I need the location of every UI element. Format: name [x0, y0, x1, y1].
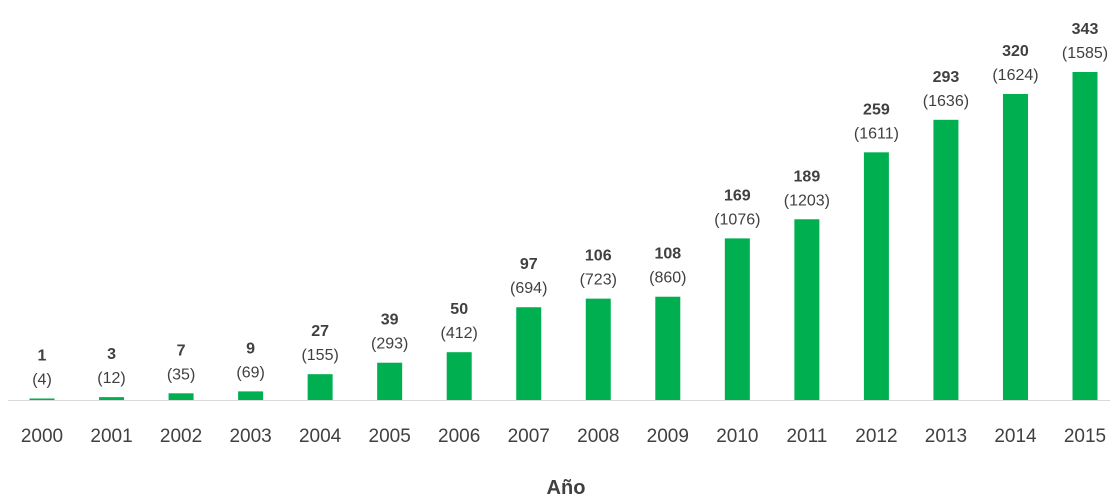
x-axis-title: Año	[547, 477, 586, 499]
count-label-2015: (1585)	[1062, 45, 1108, 62]
count-label-2010: (1076)	[714, 211, 760, 228]
x-tick-label-2002: 2002	[160, 426, 202, 447]
bar-2012	[863, 152, 889, 400]
x-tick-label-2009: 2009	[647, 426, 689, 447]
count-label-2002: (35)	[167, 366, 195, 383]
x-tick-label-2005: 2005	[369, 426, 411, 447]
x-tick-label-2008: 2008	[577, 426, 619, 447]
x-tick-label-2004: 2004	[299, 426, 342, 447]
value-label-2009: 108	[654, 246, 681, 263]
value-label-2003: 9	[246, 340, 255, 357]
value-label-2004: 27	[311, 323, 329, 340]
value-label-2000: 1	[38, 348, 47, 365]
bar-2000	[29, 398, 55, 400]
count-label-2011: (1203)	[784, 192, 830, 209]
value-label-2005: 39	[381, 312, 399, 329]
x-tick-label-2006: 2006	[438, 426, 480, 447]
x-tick-label-2011: 2011	[786, 426, 827, 447]
bar-2001	[99, 397, 125, 400]
value-label-2015: 343	[1072, 21, 1099, 38]
bar-2004	[307, 374, 333, 400]
x-tick-label-2012: 2012	[855, 426, 897, 447]
bar-2010	[724, 238, 750, 400]
x-tick-label-2003: 2003	[229, 426, 271, 447]
value-label-2014: 320	[1002, 43, 1029, 60]
bar-2015	[1072, 72, 1098, 400]
x-tick-label-2000: 2000	[21, 426, 63, 447]
x-tick-label-2001: 2001	[90, 426, 132, 447]
count-label-2000: (4)	[32, 372, 52, 389]
count-label-2006: (412)	[441, 325, 478, 342]
value-label-2007: 97	[520, 256, 538, 273]
x-tick-label-2014: 2014	[994, 426, 1037, 447]
count-label-2008: (723)	[580, 272, 617, 289]
bar-2005	[377, 362, 403, 400]
count-label-2001: (12)	[97, 370, 125, 387]
count-label-2012: (1611)	[854, 125, 899, 142]
count-label-2014: (1624)	[992, 67, 1038, 84]
x-tick-label-2013: 2013	[925, 426, 967, 447]
x-tick-label-2010: 2010	[716, 426, 758, 447]
bar-2013	[933, 119, 959, 400]
labels-group: (4) 1 (12) 3 (35) 7 (69) 9 (155) 27 (293) 39 (412) 50…	[32, 21, 1108, 389]
value-label-2001: 3	[107, 346, 116, 363]
bar-2002	[168, 393, 194, 400]
bar-2007	[516, 307, 542, 400]
count-label-2004: (155)	[301, 347, 338, 364]
x-tick-labels: 2000 2001 2002 2003 2004 2005 2006 2007 2008 2009…	[21, 426, 1106, 447]
x-tick-label-2015: 2015	[1064, 426, 1106, 447]
count-label-2013: (1636)	[923, 93, 969, 110]
bar-2006	[446, 352, 472, 400]
value-label-2006: 50	[450, 301, 468, 318]
bar-2003	[238, 391, 264, 400]
count-label-2009: (860)	[649, 270, 686, 287]
bar-2009	[655, 296, 681, 400]
count-label-2007: (694)	[510, 280, 547, 297]
count-label-2005: (293)	[371, 336, 408, 353]
value-label-2012: 259	[863, 101, 890, 118]
bar-2008	[585, 298, 611, 400]
bar-2011	[794, 219, 820, 400]
bars-group	[29, 72, 1098, 401]
count-label-2003: (69)	[236, 364, 264, 381]
value-label-2010: 169	[724, 187, 751, 204]
value-label-2002: 7	[177, 342, 186, 359]
value-label-2008: 106	[585, 248, 612, 265]
value-label-2013: 293	[933, 69, 960, 86]
x-tick-label-2007: 2007	[508, 426, 550, 447]
bar-2014	[1002, 93, 1028, 401]
value-label-2011: 189	[794, 168, 821, 185]
